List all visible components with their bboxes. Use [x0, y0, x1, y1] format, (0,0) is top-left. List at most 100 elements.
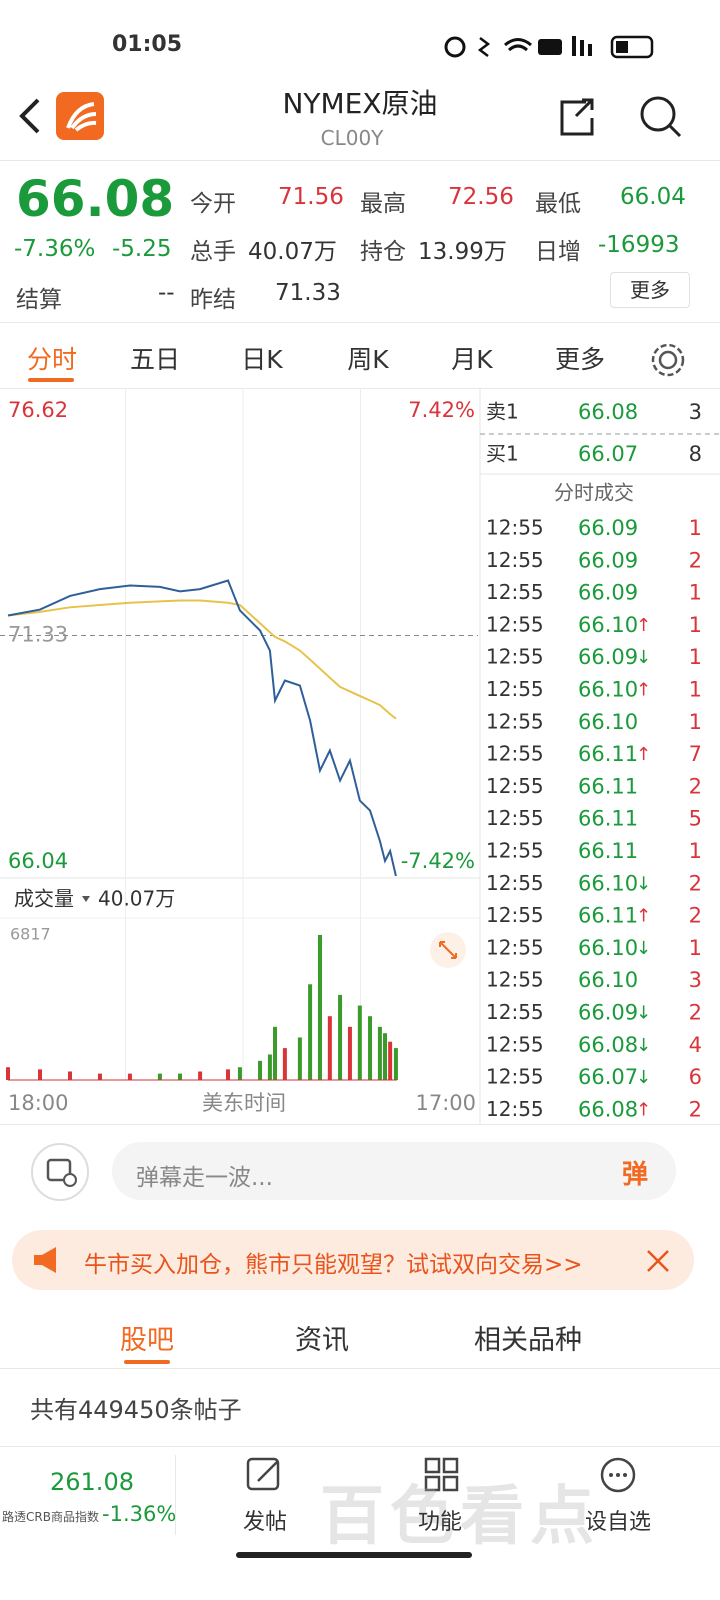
trade-price: 66.11	[578, 904, 638, 928]
volume-bar	[226, 1069, 231, 1080]
promo-icon	[34, 1247, 56, 1273]
trade-price: 66.09	[578, 581, 638, 605]
volume-bar	[377, 1026, 382, 1080]
volume-bar	[6, 1067, 10, 1080]
chart-tab[interactable]: 更多	[554, 345, 605, 374]
trade-time: 12:55	[486, 709, 544, 733]
trade-time: 12:55	[486, 1000, 544, 1024]
trade-time: 12:55	[486, 774, 544, 798]
trade-direction: ↑	[636, 615, 651, 636]
trade-time: 12:55	[486, 1097, 544, 1121]
section-tab[interactable]: 资讯	[295, 1325, 349, 1356]
volume-bar	[157, 1073, 162, 1080]
expand-icon	[439, 941, 457, 959]
bottom-action[interactable]: 功能	[417, 1510, 462, 1535]
trade-volume: 5	[689, 807, 702, 831]
status-time: 01:05	[112, 32, 183, 57]
trade-time: 12:55	[486, 903, 544, 927]
trade-price: 66.09	[578, 548, 638, 572]
volume-bar	[327, 1016, 332, 1080]
trade-price: 66.08	[578, 1033, 638, 1057]
trade-price: 66.11	[578, 742, 638, 766]
trade-time: 12:55	[486, 580, 544, 604]
index-name: 路透CRB商品指数	[2, 1510, 99, 1524]
tab-indicator	[28, 378, 74, 382]
trade-volume: 1	[689, 678, 702, 702]
volume-label: 成交量	[14, 887, 74, 911]
trade-price: 66.11	[578, 807, 638, 831]
volume-bar	[38, 1069, 43, 1080]
field-label: 结算	[16, 287, 62, 313]
trade-volume: 2	[689, 1001, 702, 1025]
trade-direction: ↓	[636, 938, 651, 959]
volume-bar	[67, 1071, 72, 1080]
trade-volume: 7	[689, 742, 702, 766]
danmaku-toggle[interactable]	[30, 1142, 90, 1202]
section-tab[interactable]: 相关品种	[474, 1325, 582, 1356]
y-tick-label: 66.04	[8, 849, 68, 873]
volume-bar	[177, 1073, 182, 1080]
trade-time: 12:55	[486, 968, 544, 992]
header-actions[interactable]	[556, 94, 696, 140]
post-count: 共有449450条帖子	[30, 1396, 242, 1424]
avg-line	[7, 599, 397, 720]
promo-close[interactable]	[644, 1247, 672, 1275]
more-button[interactable]: 更多	[610, 272, 690, 308]
chart-tab[interactable]: 五日	[129, 345, 180, 374]
header-title: NYMEX原油	[282, 87, 438, 120]
chart-tab[interactable]: 分时	[26, 345, 77, 374]
promo-text[interactable]: 牛市买入加仓，熊市只能观望？试试双向交易>>	[84, 1252, 583, 1278]
x-tick-label: 美东时间	[202, 1091, 286, 1115]
bottom-action[interactable]: 设自选	[584, 1510, 651, 1535]
bottom-divider	[175, 1455, 176, 1535]
trade-direction: ↓	[636, 1003, 651, 1024]
trade-direction: ↓	[636, 873, 651, 894]
back-and-logo[interactable]	[16, 92, 116, 142]
chart-tab[interactable]: 日K	[241, 345, 283, 374]
trade-time: 12:55	[486, 935, 544, 959]
trade-price: 66.09	[578, 516, 638, 540]
volume-bar	[393, 1048, 398, 1080]
trade-direction: ↑	[636, 744, 651, 765]
home-indicator	[236, 1552, 472, 1558]
field-label: 最高	[360, 191, 406, 217]
book-side: 买1	[486, 442, 519, 466]
volume-bar	[97, 1073, 102, 1080]
x-tick-label: 17:00	[415, 1091, 476, 1115]
trade-direction: ↑	[636, 906, 651, 927]
field-label: 持仓	[360, 239, 406, 265]
x-tick-label: 18:00	[8, 1091, 69, 1115]
trade-price: 66.10	[578, 710, 638, 734]
volume-bar	[347, 1026, 352, 1080]
field-value: 40.07万	[248, 239, 337, 265]
volume-bar	[258, 1060, 263, 1080]
volume-bar	[282, 1048, 287, 1080]
field-label: 最低	[535, 191, 581, 217]
trade-price: 66.10	[578, 968, 638, 992]
volume-bar	[297, 1037, 302, 1080]
trade-volume: 2	[689, 1097, 702, 1121]
trade-direction: ↓	[636, 1035, 651, 1056]
index-value[interactable]: 261.08	[50, 1468, 134, 1496]
volume-total: 40.07万	[98, 887, 175, 911]
bottom-action[interactable]: 发帖	[242, 1510, 287, 1535]
volume-bar	[383, 1033, 388, 1080]
trade-time: 12:55	[486, 548, 544, 572]
trade-volume: 2	[689, 904, 702, 928]
danmaku-button[interactable]: 弹	[622, 1160, 649, 1190]
trade-time: 12:55	[486, 1065, 544, 1089]
chart-tab[interactable]: 月K	[451, 345, 493, 374]
field-value: 71.33	[275, 280, 341, 306]
chart-tab[interactable]: 周K	[347, 345, 389, 374]
trade-volume: 1	[689, 710, 702, 734]
field-value: -16993	[598, 232, 680, 258]
settings-icon[interactable]	[648, 340, 688, 380]
trade-price: 66.10	[578, 936, 638, 960]
trades-title: 分时成交	[554, 481, 634, 505]
field-label: 昨结	[190, 287, 236, 313]
trade-volume: 1	[689, 613, 702, 637]
section-tab[interactable]: 股吧	[120, 1325, 174, 1356]
promo-banner[interactable]	[12, 1230, 694, 1290]
comment-input[interactable]	[112, 1142, 676, 1200]
